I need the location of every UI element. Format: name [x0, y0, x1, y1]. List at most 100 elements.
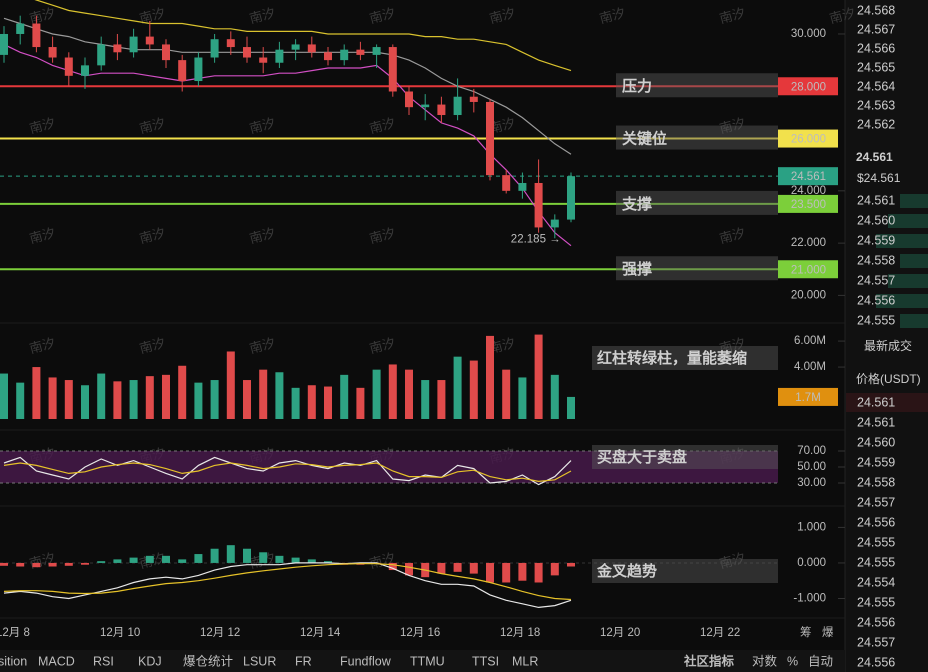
volume-bar: [291, 387, 300, 419]
volume-bar: [32, 367, 41, 419]
watermark: 南汐: [138, 5, 167, 26]
order-book-panel: [845, 0, 928, 672]
candle-body: [324, 52, 332, 61]
watermark: 南汐: [248, 335, 277, 356]
watermark: 南汐: [28, 225, 57, 246]
depth-bar: [900, 194, 928, 208]
depth-bar: [876, 234, 928, 248]
y-tick-label: 50.00: [797, 461, 826, 473]
indicator-tab[interactable]: LSUR: [243, 654, 276, 668]
y-tick-label: 30.00: [797, 477, 826, 489]
macd-bar: [81, 562, 89, 565]
indicator-tab[interactable]: Fundflow: [340, 654, 392, 668]
macd-bar: [194, 554, 203, 563]
volume-tag: [778, 387, 838, 406]
watermark: 南汐: [138, 115, 167, 136]
tab-option[interactable]: 社区指标: [683, 653, 735, 668]
ask-price: 24.563: [857, 98, 895, 112]
watermark: 南汐: [28, 335, 57, 356]
y-tick-label: 24.000: [791, 185, 826, 197]
macd-bar: [64, 562, 73, 566]
indicator-tab[interactable]: TTSI: [472, 654, 499, 668]
macd-bar: [178, 559, 187, 563]
trades-title: 最新成交: [864, 338, 912, 353]
low-annotation: 22.185 →: [511, 233, 561, 245]
chart: 30.000 24.000 22.000 20.000 6.00M 4.00M 70.00 5…: [0, 0, 845, 639]
tab-option[interactable]: %: [787, 654, 798, 668]
bid-price: 24.560: [857, 213, 895, 227]
level-tag: [778, 260, 838, 279]
tab-option[interactable]: 对数: [752, 653, 778, 668]
watermark: 南汐: [598, 5, 627, 26]
tab-option[interactable]: 自动: [808, 654, 833, 668]
watermark: 南汐: [248, 115, 277, 136]
depth-bar: [900, 254, 928, 268]
last-price: 24.561: [856, 150, 893, 164]
macd-bar: [275, 555, 284, 563]
candle-body: [145, 36, 154, 45]
indicator-tab[interactable]: MLR: [512, 654, 538, 668]
bid-price: 24.558: [857, 253, 895, 267]
volume-bar: [48, 377, 57, 419]
level-tag-label: 28.000: [791, 81, 826, 93]
panel-note: 红柱转绿柱，量能萎缩: [597, 349, 747, 367]
volume-bar: [469, 360, 478, 419]
candle-body: [502, 175, 511, 191]
trade-price: 24.554: [857, 575, 895, 589]
watermark: 南汐: [368, 115, 397, 136]
y-tick-label: 0.000: [797, 557, 826, 569]
candle-body: [421, 104, 430, 108]
candle-body: [113, 44, 122, 53]
bid-price: 24.557: [857, 273, 895, 287]
candle-body: [291, 44, 300, 50]
macd-bar: [145, 555, 154, 563]
x-tick-label: 12月 22: [700, 627, 740, 639]
candle-body: [97, 44, 106, 66]
trade-price: 24.561: [857, 415, 895, 429]
macd-line: [3, 562, 572, 609]
candle-body: [405, 91, 413, 108]
indicator-tab[interactable]: MACD: [38, 654, 75, 668]
watermark: 南汐: [488, 335, 517, 356]
watermark: 南汐: [718, 550, 747, 571]
level-note-bg: [616, 256, 778, 281]
y-tick-label: -1.000: [793, 593, 826, 605]
candle-body: [0, 33, 8, 55]
y-tick-label: 22.000: [791, 237, 826, 249]
volume-bar: [145, 376, 154, 419]
indicator-tab[interactable]: RSI: [93, 654, 114, 668]
indicator-tab[interactable]: 爆仓统计: [183, 654, 233, 668]
macd-bar: [486, 562, 494, 583]
volume-bar: [518, 377, 527, 419]
volume-bar: [64, 380, 73, 419]
candle-body: [16, 23, 25, 34]
macd-bar: [226, 545, 235, 563]
indicator-tab[interactable]: FR: [295, 654, 312, 668]
macd-bar: [388, 562, 397, 571]
volume-bar: [259, 369, 268, 419]
macd-bar: [16, 562, 25, 567]
volume-tag-label: 1.7M: [795, 392, 821, 404]
macd-bar: [48, 562, 57, 567]
ask-price: 24.566: [857, 41, 895, 55]
macd-bar: [567, 562, 575, 567]
candle-body: [162, 44, 170, 61]
volume-bar: [437, 380, 446, 419]
y-tick-label: 20.000: [791, 289, 826, 301]
trade-price: 24.556: [857, 655, 895, 669]
volume-bar: [502, 369, 511, 419]
candle-body: [437, 104, 446, 116]
indicator-tab[interactable]: KDJ: [138, 654, 162, 668]
macd-bar: [97, 561, 106, 563]
volume-bar: [194, 382, 203, 419]
corner-label: 筹: [800, 625, 812, 639]
macd-bar: [469, 562, 478, 574]
watermark: 南汐: [718, 5, 747, 26]
ask-price: 24.564: [857, 79, 895, 93]
candle-body: [210, 39, 219, 58]
candle-body: [307, 44, 316, 53]
indicator-tab[interactable]: TTMU: [410, 654, 445, 668]
candle-body: [356, 49, 365, 55]
indicator-tab[interactable]: sition: [0, 654, 27, 668]
